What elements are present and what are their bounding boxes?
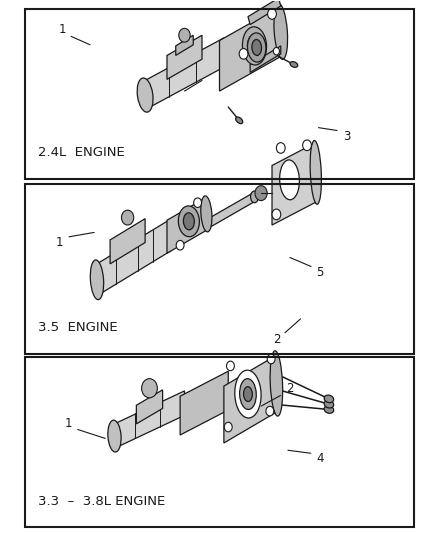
Ellipse shape bbox=[251, 39, 261, 55]
Text: 3.5  ENGINE: 3.5 ENGINE bbox=[38, 321, 117, 334]
Ellipse shape bbox=[183, 213, 194, 230]
Polygon shape bbox=[166, 35, 201, 79]
Circle shape bbox=[267, 9, 276, 19]
Bar bbox=[25, 184, 413, 354]
Ellipse shape bbox=[273, 4, 287, 59]
Ellipse shape bbox=[200, 196, 212, 232]
Text: 3.3  –  3.8L ENGINE: 3.3 – 3.8L ENGINE bbox=[38, 495, 165, 508]
Circle shape bbox=[226, 361, 234, 370]
Polygon shape bbox=[110, 219, 145, 264]
Ellipse shape bbox=[323, 395, 333, 402]
Polygon shape bbox=[136, 390, 162, 424]
Text: 1: 1 bbox=[65, 417, 72, 430]
Polygon shape bbox=[175, 35, 193, 55]
Circle shape bbox=[267, 354, 275, 364]
Polygon shape bbox=[247, 0, 280, 25]
Text: 1: 1 bbox=[58, 23, 66, 36]
Ellipse shape bbox=[243, 386, 252, 401]
Ellipse shape bbox=[234, 370, 261, 418]
Ellipse shape bbox=[269, 351, 282, 416]
Ellipse shape bbox=[137, 78, 153, 112]
Ellipse shape bbox=[279, 160, 299, 200]
Polygon shape bbox=[272, 143, 315, 225]
Circle shape bbox=[265, 406, 273, 416]
Ellipse shape bbox=[323, 406, 333, 413]
Text: 5: 5 bbox=[316, 266, 323, 279]
Text: 2: 2 bbox=[285, 382, 293, 395]
Text: 4: 4 bbox=[316, 453, 323, 465]
Ellipse shape bbox=[242, 27, 266, 65]
Circle shape bbox=[178, 28, 190, 42]
Ellipse shape bbox=[235, 117, 242, 124]
Text: 2.4L  ENGINE: 2.4L ENGINE bbox=[38, 146, 124, 159]
Polygon shape bbox=[206, 192, 254, 229]
Polygon shape bbox=[250, 46, 280, 72]
Polygon shape bbox=[223, 356, 276, 443]
Polygon shape bbox=[166, 197, 206, 253]
Circle shape bbox=[276, 143, 285, 154]
Ellipse shape bbox=[309, 141, 321, 204]
Ellipse shape bbox=[247, 35, 261, 57]
Polygon shape bbox=[97, 219, 171, 296]
Ellipse shape bbox=[239, 378, 256, 409]
Circle shape bbox=[302, 140, 311, 151]
Polygon shape bbox=[114, 391, 184, 448]
Ellipse shape bbox=[247, 33, 265, 62]
Bar bbox=[25, 357, 413, 527]
Circle shape bbox=[224, 422, 232, 432]
Circle shape bbox=[239, 49, 247, 59]
Text: 3: 3 bbox=[342, 130, 349, 143]
Polygon shape bbox=[219, 6, 280, 91]
Circle shape bbox=[272, 209, 280, 220]
Circle shape bbox=[193, 198, 201, 207]
Ellipse shape bbox=[290, 62, 297, 67]
Circle shape bbox=[273, 47, 279, 55]
Ellipse shape bbox=[108, 420, 121, 452]
Bar bbox=[25, 9, 413, 179]
Polygon shape bbox=[180, 371, 228, 435]
Text: 1: 1 bbox=[56, 236, 64, 249]
Circle shape bbox=[254, 185, 267, 200]
Ellipse shape bbox=[90, 260, 103, 300]
Ellipse shape bbox=[250, 191, 258, 203]
Polygon shape bbox=[145, 38, 223, 110]
Circle shape bbox=[176, 240, 184, 250]
Ellipse shape bbox=[323, 400, 333, 408]
Ellipse shape bbox=[178, 206, 199, 237]
Circle shape bbox=[141, 378, 157, 398]
Text: 2: 2 bbox=[272, 333, 279, 346]
Circle shape bbox=[121, 210, 134, 225]
